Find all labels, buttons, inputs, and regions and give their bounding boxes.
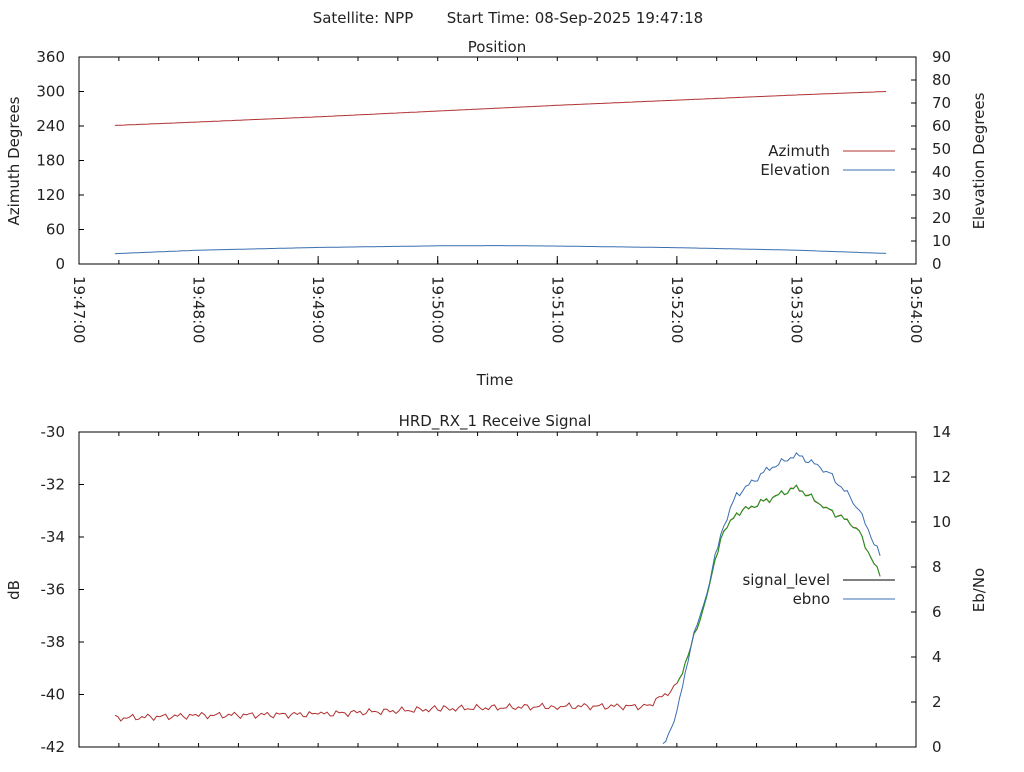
y-tick-label: 120 — [36, 186, 65, 204]
y2-tick-label: 20 — [932, 209, 951, 227]
position-y-axis-label: Azimuth Degrees — [5, 96, 23, 225]
y-tick-label: -42 — [41, 738, 66, 756]
y2-tick-label: 8 — [932, 558, 942, 576]
y2-tick-label: 60 — [932, 117, 951, 135]
y-tick-label: 240 — [36, 117, 65, 135]
satellite-label: Satellite: NPP — [313, 9, 414, 27]
y-tick-label: -36 — [41, 581, 66, 599]
signal-y2-ticks: 0 2 4 6 8 10 12 14 — [911, 423, 951, 756]
y2-tick-label: 0 — [932, 738, 942, 756]
x-tick-label: 19:52:00 — [668, 276, 686, 343]
y-tick-label: -32 — [41, 476, 66, 494]
position-x-ticks: 19:47:00 19:48:00 19:49:00 19:50:00 19:51:00… — [70, 256, 925, 343]
position-chart-title: Position — [468, 38, 526, 56]
y2-tick-label: 4 — [932, 648, 942, 666]
y2-tick-label: 10 — [932, 232, 951, 250]
y2-tick-label: 12 — [932, 468, 951, 486]
position-legend: Azimuth Elevation — [760, 142, 895, 179]
position-chart: Position 0 60 120 180 240 300 360 0 10 20 30 40 50 6… — [5, 38, 988, 389]
legend-label-ebno: ebno — [793, 590, 830, 608]
signal-chart-title: HRD_RX_1 Receive Signal — [399, 412, 592, 431]
signal-minor-ticks — [118, 432, 877, 747]
y-tick-label: 0 — [55, 255, 65, 273]
y2-tick-label: 14 — [932, 423, 951, 441]
y2-tick-label: 80 — [932, 71, 951, 89]
signal-legend: signal_level ebno — [742, 571, 895, 608]
signal-chart: HRD_RX_1 Receive Signal -42-40-38-36-34-… — [5, 412, 988, 756]
y-tick-label: -38 — [41, 633, 66, 651]
position-y2-ticks: 0 10 20 30 40 50 60 70 80 90 — [911, 48, 951, 273]
legend-label-azimuth: Azimuth — [768, 142, 830, 160]
y-tick-label: 360 — [36, 48, 65, 66]
legend-label-signal-level: signal_level — [742, 571, 830, 590]
signal-y-axis-label: dB — [5, 580, 23, 600]
x-tick-label: 19:50:00 — [429, 276, 447, 343]
y2-tick-label: 10 — [932, 513, 951, 531]
position-minor-ticks — [118, 57, 877, 264]
position-series — [114, 91, 887, 255]
y2-tick-label: 40 — [932, 163, 951, 181]
y2-tick-label: 90 — [932, 48, 951, 66]
y-tick-label: -34 — [41, 528, 66, 546]
y-tick-label: -40 — [41, 686, 66, 704]
signal-y-ticks: -42 -40 -38 -36 -34 -32 -30 — [41, 423, 84, 756]
signal-y2-axis-label: Eb/No — [970, 568, 988, 612]
x-tick-label: 19:54:00 — [907, 276, 925, 343]
position-y-ticks: 0 60 120 180 240 300 360 — [36, 48, 84, 273]
y2-tick-label: 6 — [932, 603, 942, 621]
signal-series — [114, 452, 881, 744]
y-tick-label: 60 — [46, 221, 65, 239]
series-line-Elevation — [114, 245, 887, 255]
y-tick-label: 300 — [36, 83, 65, 101]
x-tick-label: 19:47:00 — [70, 276, 88, 343]
signal-plot-frame — [78, 431, 917, 748]
x-tick-label: 19:51:00 — [548, 276, 566, 343]
y2-tick-label: 50 — [932, 140, 951, 158]
series-line-ebno — [662, 452, 881, 744]
series-line-Azimuth — [114, 91, 887, 126]
y2-tick-label: 30 — [932, 186, 951, 204]
x-tick-label: 19:48:00 — [190, 276, 208, 343]
series-line-signal-level — [114, 484, 881, 722]
y-tick-label: -30 — [41, 423, 66, 441]
y-tick-label: 180 — [36, 152, 65, 170]
legend-label-elevation: Elevation — [760, 161, 830, 179]
start-time-label: Start Time: 08-Sep-2025 19:47:18 — [447, 9, 703, 27]
x-tick-label: 19:49:00 — [309, 276, 327, 343]
y2-tick-label: 0 — [932, 255, 942, 273]
y2-tick-label: 2 — [932, 693, 942, 711]
position-x-axis-label: Time — [476, 371, 514, 389]
x-tick-label: 19:53:00 — [787, 276, 805, 343]
y2-tick-label: 70 — [932, 94, 951, 112]
position-y2-axis-label: Elevation Degrees — [970, 92, 988, 229]
